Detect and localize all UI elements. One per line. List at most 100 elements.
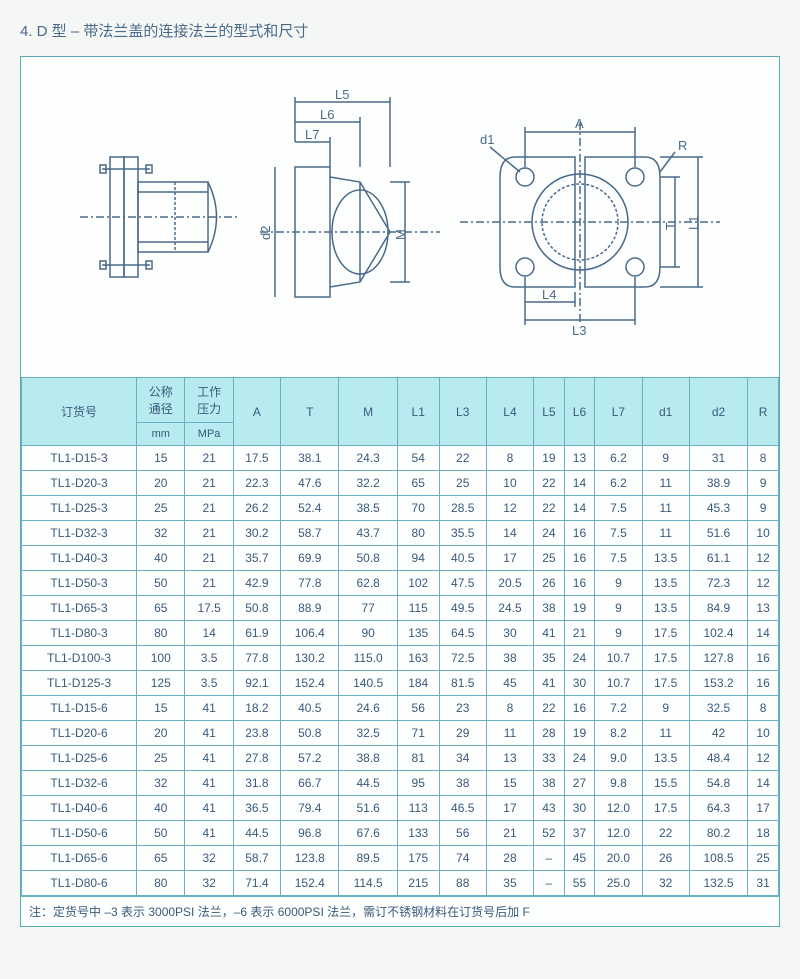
table-subheader-cell: mm xyxy=(137,423,185,446)
table-cell: 9 xyxy=(595,571,642,596)
table-row: TL1-D40-3402135.769.950.89440.51725167.5… xyxy=(22,546,779,571)
table-cell: 32 xyxy=(642,871,689,896)
table-cell: 40 xyxy=(137,796,185,821)
table-cell: 65 xyxy=(137,596,185,621)
table-cell: 140.5 xyxy=(339,671,397,696)
table-cell: 38 xyxy=(486,646,533,671)
footnote: 注：定货号中 –3 表示 3000PSI 法兰，–6 表示 6000PSI 法兰… xyxy=(21,896,779,926)
table-cell: 50 xyxy=(137,571,185,596)
table-cell: 52.4 xyxy=(281,496,339,521)
table-cell: 34 xyxy=(439,746,486,771)
table-cell: 94 xyxy=(397,546,439,571)
table-cell: 38.8 xyxy=(339,746,397,771)
table-cell: TL1-D50-3 xyxy=(22,571,137,596)
table-cell: 25 xyxy=(137,746,185,771)
table-cell: 9 xyxy=(595,596,642,621)
table-cell: 11 xyxy=(642,496,689,521)
table-cell: 32.2 xyxy=(339,471,397,496)
table-cell: 108.5 xyxy=(689,846,747,871)
table-header-cell: M xyxy=(339,378,397,446)
table-cell: 26.2 xyxy=(233,496,280,521)
table-cell: 80 xyxy=(137,871,185,896)
table-subheader-cell: MPa xyxy=(185,423,233,446)
table-cell: 3.5 xyxy=(185,646,233,671)
table-cell: 41 xyxy=(185,746,233,771)
table-cell: 7.2 xyxy=(595,696,642,721)
table-cell: 45 xyxy=(486,671,533,696)
table-cell: 24.6 xyxy=(339,696,397,721)
table-cell: 152.4 xyxy=(281,871,339,896)
table-cell: 6.2 xyxy=(595,446,642,471)
label-a: A xyxy=(575,116,584,131)
table-cell: 12 xyxy=(748,546,779,571)
table-cell: 40.5 xyxy=(439,546,486,571)
table-cell: 61.9 xyxy=(233,621,280,646)
table-cell: 38 xyxy=(534,596,565,621)
table-cell: 19 xyxy=(534,446,565,471)
table-header-cell: R xyxy=(748,378,779,446)
table-cell: – xyxy=(534,871,565,896)
table-cell: 90 xyxy=(339,621,397,646)
table-cell: 175 xyxy=(397,846,439,871)
table-cell: TL1-D15-3 xyxy=(22,446,137,471)
table-cell: 14 xyxy=(748,771,779,796)
table-cell: TL1-D40-6 xyxy=(22,796,137,821)
table-cell: 21 xyxy=(185,496,233,521)
table-cell: 16 xyxy=(748,671,779,696)
table-cell: 10 xyxy=(748,721,779,746)
table-cell: 41 xyxy=(185,796,233,821)
table-cell: TL1-D32-3 xyxy=(22,521,137,546)
table-cell: 24 xyxy=(564,746,595,771)
table-cell: 16 xyxy=(564,696,595,721)
table-cell: 125 xyxy=(137,671,185,696)
table-cell: 80.2 xyxy=(689,821,747,846)
table-cell: 30 xyxy=(564,671,595,696)
table-cell: 130.2 xyxy=(281,646,339,671)
table-cell: 163 xyxy=(397,646,439,671)
table-cell: 16 xyxy=(564,521,595,546)
table-cell: 184 xyxy=(397,671,439,696)
table-cell: 61.1 xyxy=(689,546,747,571)
table-cell: 35 xyxy=(486,871,533,896)
table-cell: 123.8 xyxy=(281,846,339,871)
table-cell: 35 xyxy=(534,646,565,671)
table-cell: 22 xyxy=(534,496,565,521)
table-cell: 133 xyxy=(397,821,439,846)
table-cell: 95 xyxy=(397,771,439,796)
table-cell: 52 xyxy=(534,821,565,846)
table-cell: 70 xyxy=(397,496,439,521)
table-row: TL1-D20-3202122.347.632.265251022146.211… xyxy=(22,471,779,496)
diagram-area: L5 L6 L7 d2 M xyxy=(21,57,779,377)
content-frame: L5 L6 L7 d2 M xyxy=(20,56,780,927)
table-cell: 41 xyxy=(185,696,233,721)
table-cell: 45.3 xyxy=(689,496,747,521)
table-cell: 8 xyxy=(486,446,533,471)
table-cell: 17 xyxy=(748,796,779,821)
table-cell: 30 xyxy=(486,621,533,646)
table-header-cell: L1 xyxy=(397,378,439,446)
table-cell: 7.5 xyxy=(595,546,642,571)
table-cell: 41 xyxy=(534,621,565,646)
table-header-cell: d1 xyxy=(642,378,689,446)
table-cell: 24.5 xyxy=(486,596,533,621)
table-cell: 17.5 xyxy=(185,596,233,621)
table-cell: 27.8 xyxy=(233,746,280,771)
table-cell: 33 xyxy=(534,746,565,771)
table-cell: 88.9 xyxy=(281,596,339,621)
table-cell: 21 xyxy=(185,471,233,496)
table-cell: 38.9 xyxy=(689,471,747,496)
table-cell: 57.2 xyxy=(281,746,339,771)
table-cell: 114.5 xyxy=(339,871,397,896)
table-cell: 43.7 xyxy=(339,521,397,546)
table-cell: 41 xyxy=(534,671,565,696)
table-row: TL1-D65-6653258.7123.889.51757428–4520.0… xyxy=(22,846,779,871)
table-cell: 50 xyxy=(137,821,185,846)
table-row: TL1-D100-31003.577.8130.2115.016372.5383… xyxy=(22,646,779,671)
table-cell: 135 xyxy=(397,621,439,646)
table-cell: TL1-D20-6 xyxy=(22,721,137,746)
table-row: TL1-D20-6204123.850.832.571291128198.211… xyxy=(22,721,779,746)
table-cell: 30 xyxy=(564,796,595,821)
table-cell: 29 xyxy=(439,721,486,746)
table-cell: 38 xyxy=(439,771,486,796)
table-cell: 54.8 xyxy=(689,771,747,796)
